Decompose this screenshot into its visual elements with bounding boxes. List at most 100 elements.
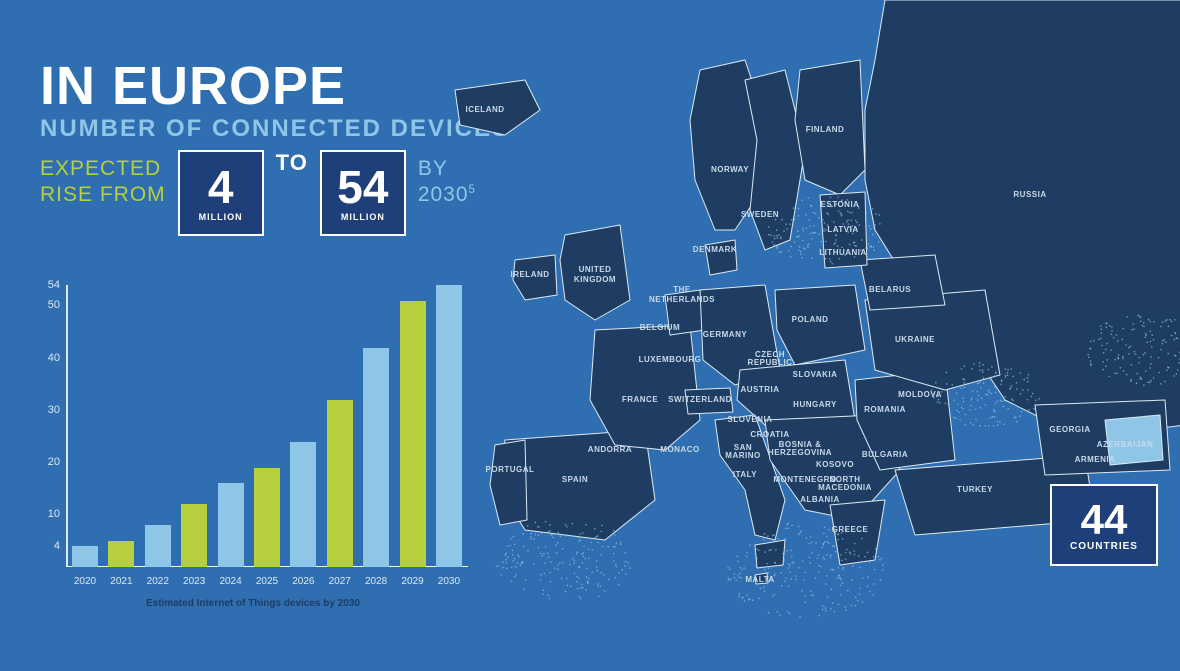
- country-label: GREECE: [832, 526, 869, 534]
- country-label: MARINO: [725, 452, 760, 460]
- country-label: KOSOVO: [816, 461, 854, 469]
- country-label: ICELAND: [465, 106, 504, 114]
- chart-y-tick: 20: [66, 462, 468, 463]
- chart-y-tick-label: 4: [54, 540, 60, 552]
- country-label: ALBANIA: [800, 496, 840, 504]
- country-label: HERZEGOVINA: [768, 449, 832, 457]
- chart-y-tick: 50: [66, 305, 468, 306]
- map-country-shape: [490, 440, 527, 525]
- country-label: MALTA: [745, 576, 774, 584]
- chart-bar: [363, 348, 389, 567]
- country-label: SLOVAKIA: [793, 371, 838, 379]
- country-label: PORTUGAL: [486, 466, 535, 474]
- stat-from-unit: MILLION: [199, 212, 243, 222]
- country-label: NORWAY: [711, 166, 749, 174]
- map-country-shape: [755, 540, 785, 568]
- stat-lead: EXPECTED RISE FROM: [40, 150, 166, 209]
- stat-to-unit: MILLION: [341, 212, 385, 222]
- chart-y-tick: 4: [66, 545, 468, 546]
- chart-bar-col: [361, 348, 391, 567]
- country-label: SWITZERLAND: [668, 396, 732, 404]
- chart-bar-col: [398, 301, 428, 567]
- stat-from-number: 4: [208, 164, 234, 210]
- country-label: GEORGIA: [1049, 426, 1090, 434]
- chart-bar-col: [216, 483, 246, 567]
- country-label: UKRAINE: [895, 336, 935, 344]
- chart-y-tick-label: 30: [48, 404, 60, 416]
- country-label: KINGDOM: [574, 276, 616, 284]
- chart-y-tick-label: 54: [48, 279, 60, 291]
- country-label: HUNGARY: [793, 401, 837, 409]
- country-label: ESTONIA: [821, 201, 860, 209]
- chart-x-label: 2021: [106, 576, 136, 587]
- chart-bars: [66, 285, 468, 567]
- chart-y-tick: 40: [66, 357, 468, 358]
- chart-x-label: 2028: [361, 576, 391, 587]
- stat-box-from: 4 MILLION: [178, 150, 264, 236]
- chart-y-tick-label: 40: [48, 352, 60, 364]
- chart-bar: [254, 468, 280, 567]
- country-label: ITALY: [733, 471, 757, 479]
- map-svg: [445, 0, 1180, 671]
- country-label: BULGARIA: [862, 451, 908, 459]
- subtitle: NUMBER OF CONNECTED DEVICES: [40, 115, 510, 143]
- country-label: DENMARK: [693, 246, 737, 254]
- country-label: BELGIUM: [640, 324, 680, 332]
- country-label: POLAND: [792, 316, 829, 324]
- chart-bar: [327, 400, 353, 567]
- chart-bar-col: [288, 442, 318, 567]
- country-label: SWEDEN: [741, 211, 779, 219]
- chart-bar: [400, 301, 426, 567]
- country-label: GERMANY: [703, 331, 747, 339]
- stat-box-to: 54 MILLION: [320, 150, 406, 236]
- countries-number: 44: [1081, 499, 1128, 541]
- country-label: MOLDOVA: [898, 391, 942, 399]
- main-title: IN EUROPE: [40, 55, 346, 117]
- country-label: IRELAND: [510, 271, 549, 279]
- country-label: AZERBAIJAN: [1097, 441, 1154, 449]
- country-label: BELARUS: [869, 286, 911, 294]
- chart-bar: [290, 442, 316, 567]
- chart-x-label: 2023: [179, 576, 209, 587]
- country-label: THE: [673, 286, 691, 294]
- chart-bar: [218, 483, 244, 567]
- stat-to-number: 54: [337, 164, 388, 210]
- countries-count-box: 44 COUNTRIES: [1050, 484, 1158, 566]
- infographic-canvas: IN EUROPE NUMBER OF CONNECTED DEVICES EX…: [0, 0, 1180, 671]
- stat-lead-line1: EXPECTED: [40, 156, 166, 182]
- country-label: CROATIA: [750, 431, 789, 439]
- country-label: AUSTRIA: [740, 386, 779, 394]
- country-label: UNITED: [579, 266, 612, 274]
- chart-caption: Estimated Internet of Things devices by …: [38, 598, 468, 609]
- country-label: FINLAND: [806, 126, 845, 134]
- chart-y-tick-label: 20: [48, 456, 60, 468]
- country-label: ARMENIA: [1075, 456, 1116, 464]
- country-label: MONACO: [660, 446, 699, 454]
- chart-x-label: 2024: [216, 576, 246, 587]
- chart-x-label: 2027: [325, 576, 355, 587]
- chart-y-tick-label: 10: [48, 508, 60, 520]
- chart-plot-area: 4102030405054: [66, 285, 468, 567]
- chart-x-labels: 2020202120222023202420252026202720282029…: [66, 576, 468, 587]
- chart-y-tick: 30: [66, 409, 468, 410]
- chart-bar-col: [252, 468, 282, 567]
- bar-chart: 4102030405054 20202021202220232024202520…: [38, 285, 468, 615]
- chart-bar-col: [70, 546, 100, 567]
- map-country-shape: [860, 255, 945, 310]
- map-country-shape: [590, 325, 700, 450]
- country-label: NETHERLANDS: [649, 296, 715, 304]
- country-label: SLOVENIA: [728, 416, 773, 424]
- country-label: SPAIN: [562, 476, 588, 484]
- stat-lead-line2: RISE FROM: [40, 182, 166, 208]
- country-label: MACEDONIA: [818, 484, 872, 492]
- stat-row: EXPECTED RISE FROM 4 MILLION TO 54 MILLI…: [40, 150, 476, 236]
- country-label: LATVIA: [827, 226, 858, 234]
- chart-y-tick: 10: [66, 514, 468, 515]
- countries-label: COUNTRIES: [1070, 541, 1138, 552]
- country-label: LITHUANIA: [819, 249, 867, 257]
- europe-map: ICELANDNORWAYSWEDENFINLANDRUSSIAESTONIAL…: [445, 0, 1180, 671]
- chart-y-tick-label: 50: [48, 299, 60, 311]
- country-label: ANDORRA: [588, 446, 632, 454]
- stat-connector: TO: [276, 150, 308, 176]
- country-label: REPUBLIC: [748, 359, 793, 367]
